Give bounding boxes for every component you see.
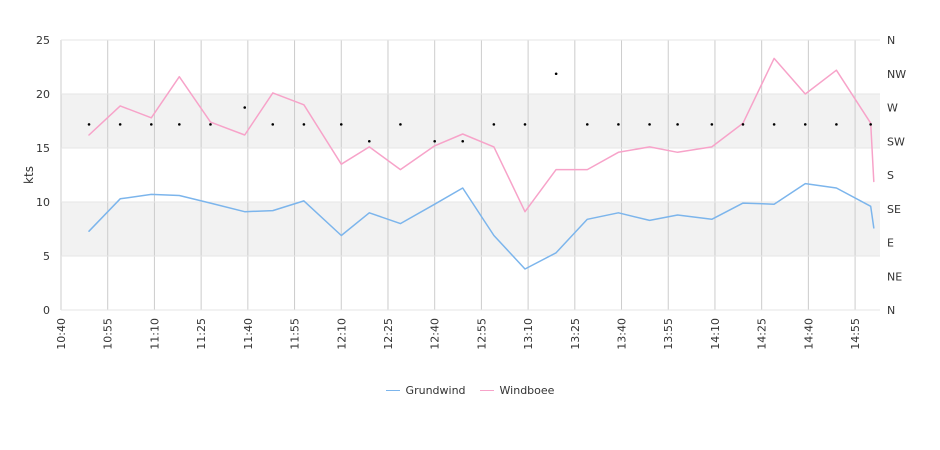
direction-point: [617, 123, 620, 126]
direction-point: [118, 123, 122, 126]
direction-point: [554, 72, 558, 76]
y-axis-ticks: 0 5 10 15 20 25: [36, 34, 50, 317]
x-tick-label: 13:55: [662, 318, 675, 350]
x-tick-label: 13:10: [522, 318, 535, 350]
legend-item-windboee[interactable]: Windboee: [479, 384, 555, 397]
direction-tick-label: SW: [887, 135, 905, 148]
legend-swatch: [479, 390, 494, 391]
direction-point: [803, 123, 807, 126]
direction-point: [87, 123, 91, 126]
x-tick-label: 12:10: [335, 318, 348, 350]
y-tick-label: 10: [36, 196, 50, 209]
x-tick-label: 10:40: [55, 318, 68, 350]
direction-point: [585, 123, 589, 126]
direction-points: [87, 72, 872, 143]
x-tick-label: 11:25: [195, 318, 208, 350]
direction-point: [676, 123, 679, 126]
direction-point: [271, 123, 275, 126]
plot-band: [61, 202, 880, 256]
legend: Grundwind Windboee: [0, 384, 940, 397]
x-tick-label: 11:40: [242, 318, 255, 350]
legend-label: Grundwind: [405, 384, 466, 397]
direction-point: [461, 139, 465, 143]
direction-tick-label: E: [887, 237, 894, 250]
direction-point: [835, 123, 838, 126]
direction-point: [772, 123, 776, 126]
direction-point: [243, 106, 247, 109]
series-lines: [88, 57, 875, 270]
direction-point: [339, 123, 343, 126]
x-tick-label: 11:55: [289, 318, 302, 350]
y-axis-title: kts: [22, 166, 36, 184]
direction-point: [302, 123, 306, 126]
direction-point: [741, 123, 745, 126]
direction-point: [399, 123, 402, 126]
plot-band: [61, 94, 880, 148]
direction-tick-label: NW: [887, 68, 906, 81]
x-tick-label: 12:25: [382, 318, 395, 350]
legend-label: Windboee: [499, 384, 555, 397]
x-tick-label: 12:55: [475, 318, 488, 350]
direction-tick-label: SE: [887, 203, 901, 216]
x-axis-ticks: 10:40 10:55 11:10 11:25 11:40 11:55 12:10 12:25…: [55, 318, 862, 350]
x-tick-label: 12:40: [429, 318, 442, 350]
direction-point: [523, 123, 527, 126]
vertical-gridlines: [60, 40, 856, 310]
plot-bands: [61, 94, 880, 256]
x-tick-label: 14:25: [756, 318, 769, 350]
y-tick-label: 0: [43, 304, 50, 317]
x-tick-label: 14:55: [849, 318, 862, 350]
direction-tick-label: N: [887, 34, 895, 47]
direction-point: [433, 139, 436, 143]
y-tick-label: 20: [36, 88, 50, 101]
x-tick-label: 14:10: [709, 318, 722, 350]
direction-axis-ticks: N NE E SE S SW W NW N: [887, 34, 906, 317]
direction-point: [648, 123, 651, 126]
direction-tick-label: W: [887, 102, 898, 115]
x-tick-label: 13:40: [616, 318, 629, 350]
direction-point: [869, 123, 872, 126]
legend-swatch: [385, 390, 400, 391]
series-line-grundwind: [88, 182, 875, 270]
legend-item-grundwind[interactable]: Grundwind: [385, 384, 466, 397]
x-tick-label: 13:25: [569, 318, 582, 350]
y-tick-label: 25: [36, 34, 50, 47]
y-tick-label: 15: [36, 142, 50, 155]
y-tick-label: 5: [43, 250, 50, 263]
direction-point: [492, 123, 496, 126]
x-tick-label: 10:55: [102, 318, 115, 350]
direction-point: [178, 123, 181, 126]
direction-point: [209, 123, 212, 126]
horizontal-gridlines: [61, 39, 880, 311]
direction-tick-label: NE: [887, 270, 902, 283]
series-line-windboee: [88, 57, 875, 213]
direction-tick-label: N: [887, 304, 895, 317]
direction-tick-label: S: [887, 169, 894, 182]
direction-point: [710, 123, 714, 126]
x-tick-label: 11:10: [148, 318, 161, 350]
direction-point: [367, 139, 371, 143]
x-tick-label: 14:40: [802, 318, 815, 350]
direction-point: [150, 123, 153, 126]
